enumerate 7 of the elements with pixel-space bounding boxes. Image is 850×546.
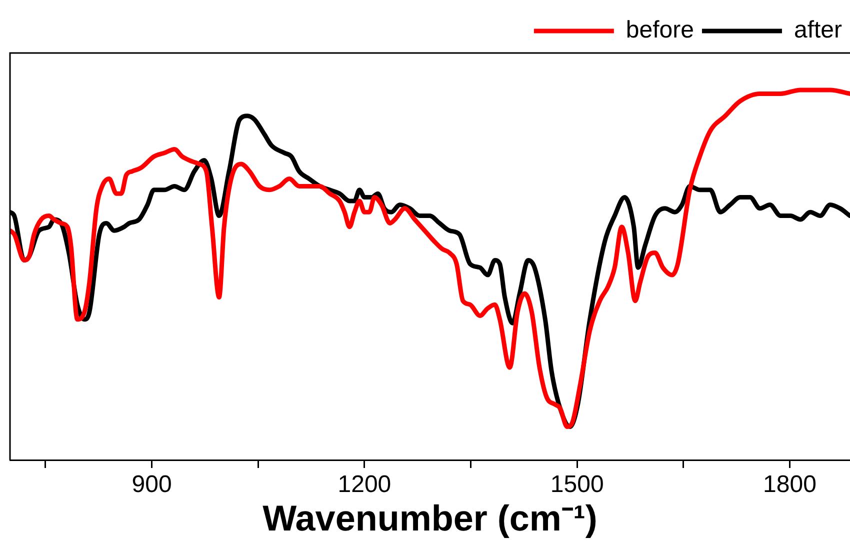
x-tick-label: 900 bbox=[132, 471, 172, 498]
x-tick-label: 1200 bbox=[338, 471, 392, 498]
x-tick-label: 1500 bbox=[550, 471, 604, 498]
legend-label: before bbox=[626, 16, 694, 44]
x-tick-label: 1800 bbox=[763, 471, 816, 498]
x-axis-title: Wavenumber (cm⁻¹) bbox=[262, 497, 598, 538]
legend-label: after bbox=[794, 16, 842, 44]
